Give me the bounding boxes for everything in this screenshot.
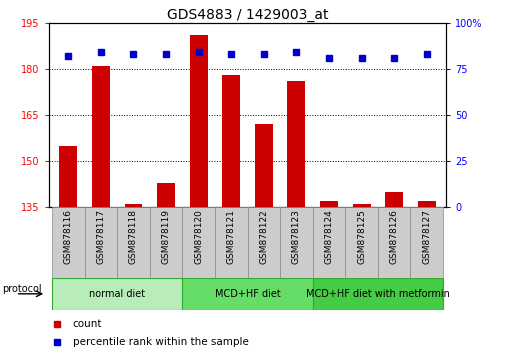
Bar (345, 207, 378, 278)
Bar (378, 207, 410, 278)
Bar (385, 192, 403, 207)
Text: percentile rank within the sample: percentile rank within the sample (73, 337, 248, 347)
Text: GSM878116: GSM878116 (64, 209, 73, 264)
Text: GSM878126: GSM878126 (390, 209, 399, 264)
Text: GSM878125: GSM878125 (357, 209, 366, 264)
Bar (247, 207, 280, 278)
Bar (92, 66, 110, 207)
Text: protocol: protocol (3, 284, 42, 293)
Text: GSM878121: GSM878121 (227, 209, 236, 264)
Bar (182, 207, 215, 278)
Bar (150, 207, 182, 278)
Bar (410, 207, 443, 278)
Text: MCD+HF diet: MCD+HF diet (214, 289, 281, 299)
Text: GSM878118: GSM878118 (129, 209, 138, 264)
Text: GSM878120: GSM878120 (194, 209, 203, 264)
Bar (418, 201, 436, 207)
Text: GSM878117: GSM878117 (96, 209, 105, 264)
Bar (280, 207, 313, 278)
Text: normal diet: normal diet (89, 289, 145, 299)
Bar (287, 81, 305, 207)
Title: GDS4883 / 1429003_at: GDS4883 / 1429003_at (167, 8, 328, 22)
Bar (313, 278, 443, 310)
Bar (313, 207, 345, 278)
Bar (125, 204, 143, 207)
Text: GSM878124: GSM878124 (325, 209, 333, 264)
Text: GSM878122: GSM878122 (259, 209, 268, 264)
Bar (182, 278, 313, 310)
Bar (352, 204, 370, 207)
Bar (222, 75, 240, 207)
Text: MCD+HF diet with metformin: MCD+HF diet with metformin (306, 289, 450, 299)
Text: count: count (73, 319, 102, 329)
Text: GSM878119: GSM878119 (162, 209, 170, 264)
Bar (215, 207, 247, 278)
Bar (157, 183, 175, 207)
Text: GSM878127: GSM878127 (422, 209, 431, 264)
Bar (255, 124, 273, 207)
Bar (52, 207, 85, 278)
Bar (190, 35, 208, 207)
Text: GSM878123: GSM878123 (292, 209, 301, 264)
Bar (52, 278, 182, 310)
Bar (60, 146, 77, 207)
Bar (117, 207, 150, 278)
Bar (320, 201, 338, 207)
Bar (85, 207, 117, 278)
